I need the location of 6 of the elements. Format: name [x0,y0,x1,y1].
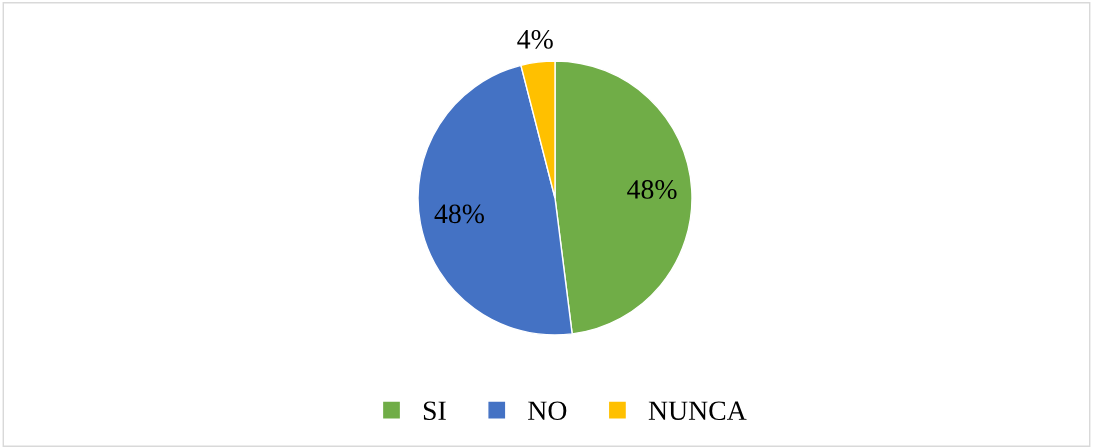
legend-label: SI [423,401,446,421]
data-label: 48% [627,180,677,199]
data-label: 4% [517,29,553,49]
legend-label: NUNCA [648,401,747,421]
legend-label: NO [528,401,567,421]
data-label: 48% [434,204,484,224]
